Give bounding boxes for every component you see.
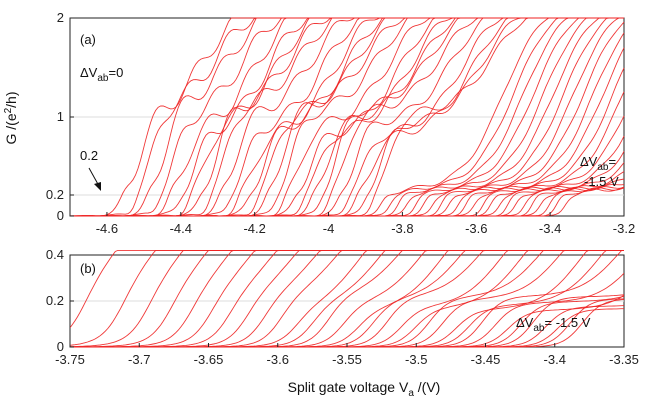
panel-a-y-tick-label: 0 bbox=[57, 208, 64, 223]
panel-b: -3.75 -3.7 -3.65 -3.6 -3.55 -3.5 -3.45 -3.4 -3.3… bbox=[46, 247, 639, 399]
panel-b-curve bbox=[70, 295, 624, 348]
panel-b-x-tick-label: -3.7 bbox=[128, 352, 150, 367]
panel-a-curve bbox=[70, 186, 625, 217]
panel-a: -4.6 -4.4 -4.2 -4 -3.8 -3.6 -3.4 -3.2 0 0.2 1 2 G … bbox=[3, 10, 636, 236]
panel-b-x-tick-label: -3.6 bbox=[267, 352, 289, 367]
panel-a-x-tick-label: -3.2 bbox=[613, 221, 635, 236]
panel-b-y-tick-label: 0 bbox=[57, 339, 64, 354]
panel-b-y-tick-label: 0.4 bbox=[46, 247, 64, 262]
panel-b-x-tick-label: -3.75 bbox=[55, 352, 85, 367]
panel-b-x-tick-label: -3.65 bbox=[194, 352, 224, 367]
annotation-b-delta-vab: ΔVab= -1.5 V bbox=[516, 315, 591, 334]
panel-a-x-tick-label: -4 bbox=[323, 221, 335, 236]
panel-a-x-ticks: -4.6 -4.4 -4.2 -4 -3.8 -3.6 -3.4 -3.2 bbox=[96, 212, 635, 236]
panel-b-y-tick-label: 0.2 bbox=[46, 293, 64, 308]
panel-b-x-tick-label: -3.5 bbox=[405, 352, 427, 367]
annotation-0.2-label: 0.2 bbox=[80, 148, 98, 163]
panel-a-x-tick-label: -4.4 bbox=[170, 221, 192, 236]
panel-b-x-ticks: -3.75 -3.7 -3.65 -3.6 -3.55 -3.5 -3.45 -3.4 -3.3… bbox=[55, 343, 639, 367]
panel-b-x-tick-label: -3.35 bbox=[609, 352, 639, 367]
panel-a-curve bbox=[70, 115, 625, 217]
panel-b-curve bbox=[70, 249, 624, 328]
panel-b-label: (b) bbox=[80, 261, 96, 276]
panel-a-curves bbox=[69, 17, 625, 217]
panel-a-y-ticks: 0 0.2 1 2 bbox=[46, 10, 74, 223]
panel-a-x-tick-label: -4.2 bbox=[243, 221, 265, 236]
panel-a-y-tick-label: 1 bbox=[57, 109, 64, 124]
panel-b-x-tick-label: -3.45 bbox=[471, 352, 501, 367]
panel-a-x-tick-label: -3.4 bbox=[539, 221, 561, 236]
panel-a-grid bbox=[70, 116, 624, 196]
x-axis-label: Split gate voltage Va /(V) bbox=[288, 379, 441, 399]
annotation-arrow bbox=[88, 167, 101, 191]
panel-a-label: (a) bbox=[80, 32, 96, 47]
panel-a-x-tick-label: -3.8 bbox=[391, 221, 413, 236]
panel-b-y-ticks: 0 0.2 0.4 bbox=[46, 247, 74, 354]
panel-a-x-tick-label: -4.6 bbox=[96, 221, 118, 236]
annotation-minus-1.5v: -1.5 V bbox=[584, 174, 619, 189]
panel-b-x-tick-label: -3.4 bbox=[544, 352, 566, 367]
panel-a-y-axis-label: G /(e2/h) bbox=[3, 91, 20, 144]
annotation-delta-vab-right: ΔVab= bbox=[580, 154, 616, 173]
panel-b-x-tick-label: -3.55 bbox=[332, 352, 362, 367]
panel-a-y-tick-label: 0.2 bbox=[46, 187, 64, 202]
annotation-delta-vab-zero: ΔVab=0 bbox=[80, 65, 123, 84]
panel-a-x-tick-label: -3.6 bbox=[465, 221, 487, 236]
panel-a-y-tick-label: 2 bbox=[57, 10, 64, 25]
panel-b-curve bbox=[70, 272, 624, 348]
